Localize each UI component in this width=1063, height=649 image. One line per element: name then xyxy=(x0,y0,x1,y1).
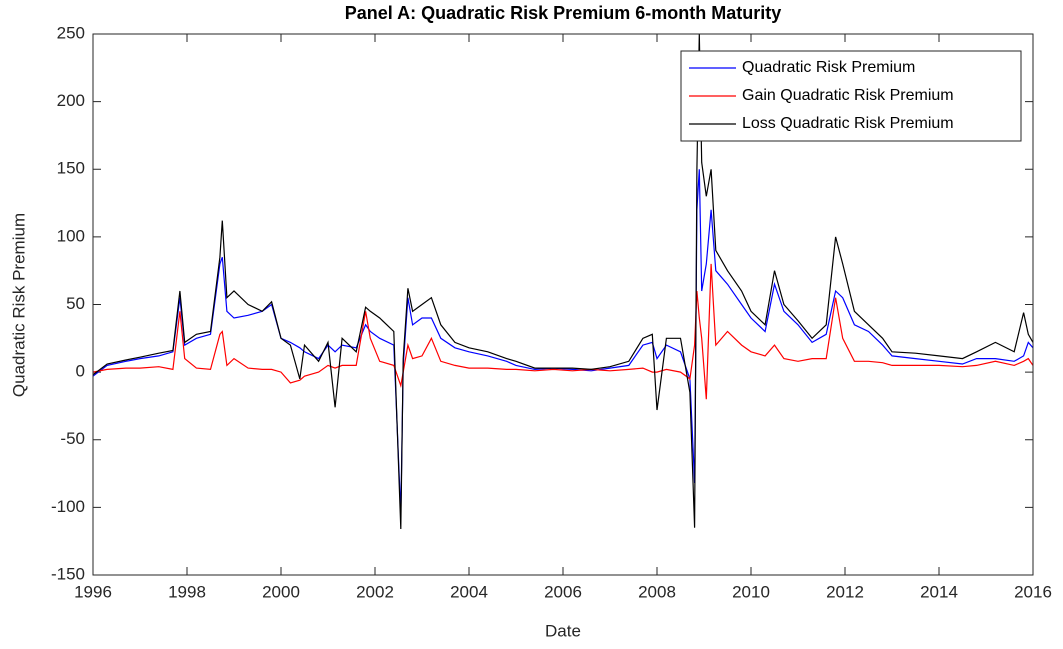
plot-frame xyxy=(92,33,1034,576)
x-tick-label: 2008 xyxy=(638,582,676,601)
chart-title: Panel A: Quadratic Risk Premium 6-month … xyxy=(345,3,781,23)
y-tick-label: 50 xyxy=(66,294,85,313)
y-tick-label: -150 xyxy=(51,564,85,583)
y-tick-label: 100 xyxy=(57,226,85,245)
x-tick-label: 1998 xyxy=(168,582,206,601)
y-tick-label: 0 xyxy=(76,362,85,381)
y-tick-label: -50 xyxy=(60,429,85,448)
legend-label: Loss Quadratic Risk Premium xyxy=(742,115,954,132)
y-tick-label: 250 xyxy=(57,23,85,42)
y-tick-label: 200 xyxy=(57,91,85,110)
y-tick-label: 150 xyxy=(57,159,85,178)
x-tick-label: 2010 xyxy=(732,582,770,601)
x-axis-label: Date xyxy=(545,621,581,640)
x-tick-label: 1996 xyxy=(74,582,112,601)
y-tick-label: -100 xyxy=(51,497,85,516)
x-tick-label: 2002 xyxy=(356,582,394,601)
x-tick-label: 2016 xyxy=(1014,582,1052,601)
legend-label: Quadratic Risk Premium xyxy=(742,59,915,76)
x-tick-label: 2000 xyxy=(262,582,300,601)
x-tick-label: 2014 xyxy=(920,582,958,601)
x-tick-label: 2004 xyxy=(450,582,488,601)
x-tick-label: 2006 xyxy=(544,582,582,601)
x-tick-label: 2012 xyxy=(826,582,864,601)
y-axis-label: Quadratic Risk Premium xyxy=(9,213,28,397)
series-line xyxy=(93,169,1033,515)
series-line xyxy=(93,34,1033,530)
series-line xyxy=(93,263,1033,400)
legend-label: Gain Quadratic Risk Premium xyxy=(742,87,954,104)
legend-box xyxy=(680,50,1022,142)
